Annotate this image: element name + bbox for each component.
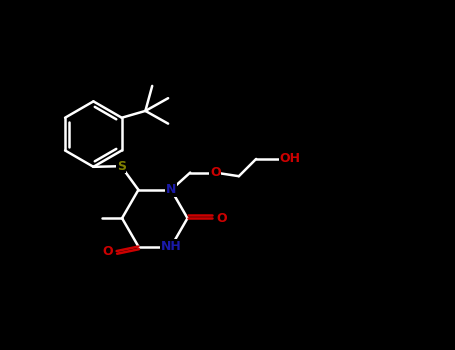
Text: S: S: [116, 160, 126, 173]
Text: NH: NH: [161, 240, 182, 253]
Text: N: N: [166, 183, 177, 196]
Text: O: O: [216, 212, 227, 225]
Text: O: O: [102, 245, 113, 258]
Text: OH: OH: [279, 153, 300, 166]
Text: O: O: [210, 166, 221, 179]
